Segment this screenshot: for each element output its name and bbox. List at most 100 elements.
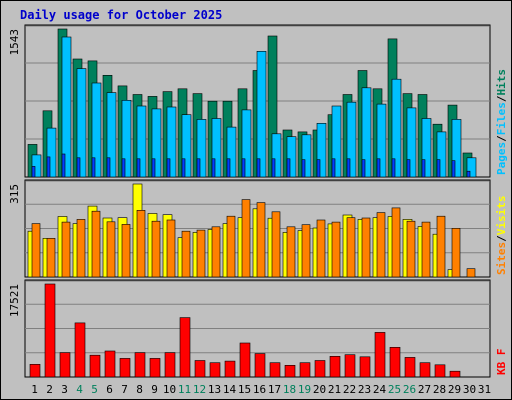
day-label-24: 24	[373, 383, 387, 396]
bar-sites-day-15	[241, 199, 251, 278]
legend-separator	[495, 355, 508, 362]
bar-kb-f-day-20	[314, 360, 326, 378]
legend-label: KB F	[495, 349, 508, 376]
bar-pages-day-24	[376, 158, 381, 178]
bar-files-day-21	[331, 105, 342, 178]
bar-pages-day-1	[31, 166, 36, 178]
bar-pages-day-13	[211, 158, 216, 178]
bar-kb-f-day-1	[29, 363, 41, 378]
bar-kb-f-day-5	[89, 354, 101, 378]
bar-kb-f-day-14	[224, 360, 236, 378]
legend-visits: Visits	[495, 196, 508, 236]
bar-files-day-17	[271, 133, 282, 178]
day-label-14: 14	[223, 383, 237, 396]
bar-sites-day-5	[91, 210, 101, 278]
bar-sites-day-18	[286, 226, 296, 278]
bar-files-day-4	[76, 68, 87, 178]
bar-sites-day-28	[436, 215, 446, 278]
day-label-25: 25	[388, 383, 401, 396]
day-label-29: 29	[448, 383, 461, 396]
bar-pages-day-11	[181, 158, 186, 178]
bar-pages-day-25	[391, 158, 396, 178]
bar-kb-f-day-9	[149, 358, 161, 378]
bar-kb-f-day-8	[134, 352, 146, 378]
panel-visits-sites: 315 Sites/Visits	[8, 179, 508, 278]
day-label-12: 12	[193, 383, 206, 396]
bar-files-day-27	[421, 118, 432, 178]
day-label-7: 7	[121, 383, 128, 396]
bar-pages-day-29	[451, 160, 456, 178]
bar-kb-f-day-3	[59, 352, 71, 378]
bar-kb-f-day-12	[194, 360, 206, 378]
bar-sites-day-8	[136, 210, 146, 278]
bar-pages-day-17	[271, 158, 276, 178]
bar-sites-day-14	[226, 215, 236, 278]
bar-pages-day-28	[436, 159, 441, 178]
bar-pages-day-8	[136, 158, 141, 178]
bar-sites-day-11	[181, 230, 191, 278]
bar-kb-f-day-13	[209, 362, 221, 378]
day-label-16: 16	[253, 383, 266, 396]
bar-kb-f-day-27	[419, 362, 431, 378]
day-label-4: 4	[76, 383, 83, 396]
bar-pages-day-30	[466, 170, 471, 178]
bar-pages-day-20	[316, 159, 321, 178]
bar-kb-f-day-16	[254, 353, 266, 378]
bar-sites-day-3	[61, 221, 71, 278]
legend-kb: KB	[495, 361, 508, 375]
bar-pages-day-27	[421, 159, 426, 178]
bar-files-day-23	[361, 87, 372, 178]
legend-f: F	[495, 349, 508, 356]
day-label-10: 10	[163, 383, 176, 396]
bar-files-day-30	[466, 157, 477, 178]
bar-sites-day-10	[166, 219, 176, 278]
bar-kb-f-day-15	[239, 342, 251, 378]
bar-files-day-10	[166, 106, 177, 178]
bar-kb-f-day-21	[329, 355, 341, 378]
bar-files-day-9	[151, 108, 162, 178]
y-max-label: 1543	[8, 29, 21, 56]
bar-files-day-16	[256, 50, 267, 178]
legend-separator: /	[495, 235, 508, 242]
bar-pages-day-12	[196, 158, 201, 178]
legend-label: Pages/Files/Hits	[495, 69, 508, 175]
day-label-9: 9	[151, 383, 158, 396]
bar-files-day-13	[211, 118, 222, 178]
y-max-label: 17521	[8, 284, 21, 317]
bar-kb-f-day-2	[44, 283, 56, 378]
legend-hits: Hits	[495, 69, 508, 96]
bar-sites-day-4	[76, 219, 86, 278]
chart-title: Daily usage for October 2025	[20, 8, 222, 22]
bar-kb-f-day-19	[299, 362, 311, 378]
bar-kb-f-day-6	[104, 350, 116, 378]
bar-sites-day-26	[406, 220, 416, 278]
bar-pages-day-21	[331, 158, 336, 178]
bar-files-day-1	[31, 154, 42, 178]
bar-sites-day-6	[106, 221, 116, 278]
bar-sites-day-30	[466, 268, 476, 278]
day-label-22: 22	[343, 383, 356, 396]
day-label-6: 6	[106, 383, 113, 396]
day-label-21: 21	[328, 383, 341, 396]
day-label-3: 3	[61, 383, 68, 396]
bar-pages-day-5	[91, 157, 96, 178]
bar-sites-day-7	[121, 224, 131, 278]
bar-kb-f-day-7	[119, 358, 131, 378]
day-label-11: 11	[178, 383, 191, 396]
day-label-19: 19	[298, 383, 311, 396]
bar-kb-f-day-28	[434, 364, 446, 378]
legend-separator: /	[495, 135, 508, 142]
legend-sites: Sites	[495, 242, 508, 275]
bar-files-day-12	[196, 119, 207, 178]
bar-sites-day-22	[346, 217, 356, 278]
bar-kb-f-day-26	[404, 357, 416, 378]
bar-sites-day-2	[46, 238, 56, 278]
day-label-27: 27	[418, 383, 431, 396]
bar-files-day-18	[286, 136, 297, 178]
bar-sites-day-21	[331, 221, 341, 278]
legend-label: Sites/Visits	[495, 196, 508, 276]
bar-files-day-19	[301, 134, 312, 178]
bar-sites-day-24	[376, 212, 386, 278]
bar-sites-day-12	[196, 229, 206, 278]
